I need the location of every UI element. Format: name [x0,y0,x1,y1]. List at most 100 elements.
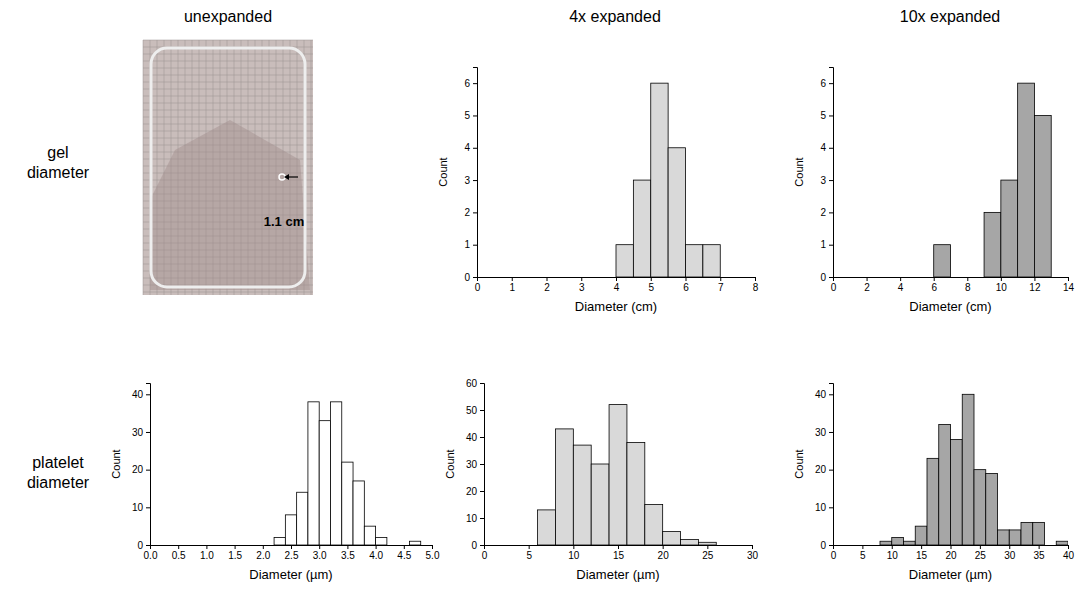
x-tick: 0 [831,545,837,561]
y-tick: 5 [464,110,477,121]
y-tick: 3 [464,175,477,186]
photo-annotation: 1.1 cm [264,214,304,229]
histogram-bar [686,245,703,277]
histogram-bar [986,473,998,545]
histogram-panel: 0510152025300102030405060Diameter (µm)Co… [444,378,758,582]
x-tick-mark [512,277,513,281]
x-tick-mark [951,545,952,549]
bars [538,405,717,545]
x-tick-mark [573,545,574,549]
x-tick-label: 12 [1029,282,1041,293]
y-tick-label: 5 [820,110,826,121]
y-tick: 0 [464,272,477,283]
x-tick: 35 [1034,545,1046,561]
x-tick-mark [618,545,619,549]
x-tick-mark [347,545,348,549]
y-tick-label: 2 [464,207,470,218]
x-axis-title: Diameter (µm) [249,567,332,582]
x-tick: 12 [1029,277,1041,293]
x-tick: 2.5 [285,545,299,561]
x-tick-label: 2 [544,282,550,293]
x-tick-label: 8 [753,282,759,293]
y-tick: 40 [466,432,484,443]
y-tick-mark [146,394,150,395]
bars [274,402,421,545]
y-tick-label: 0 [820,272,826,283]
y-tick-label: 50 [466,405,478,416]
x-tick-label: 6 [931,282,937,293]
histogram-bar [951,440,963,545]
x-tick-mark [752,545,753,549]
histogram-bar [974,470,986,545]
y-tick-label: 1 [820,239,826,250]
x-axis-line [151,546,433,550]
y-tick: 0 [820,540,833,551]
x-axis: 051015202530 [482,545,759,561]
y-tick-label: 1 [464,239,470,250]
y-tick-label: 6 [464,78,470,89]
x-axis-title: Diameter (µm) [909,567,992,582]
x-tick: 25 [702,545,714,561]
y-tick-mark [829,545,833,546]
x-tick: 2 [864,277,870,293]
y-tick: 0 [471,540,484,551]
y-tick-label: 20 [132,464,144,475]
column-header: unexpanded [184,8,272,25]
photo-grid [143,96,313,97]
histogram-bar [591,464,609,545]
y-tick-label: 20 [815,464,827,475]
x-tick-label: 8 [965,282,971,293]
y-tick: 4 [464,142,477,153]
x-tick: 0.0 [144,545,158,561]
y-tick: 40 [132,389,150,400]
histogram-bar [364,526,375,545]
histogram-bar [387,545,398,546]
x-tick-mark [1068,545,1069,549]
y-tick: 1 [820,239,833,250]
y-tick: 3 [820,175,833,186]
x-tick: 30 [1004,545,1016,561]
y-tick-mark [146,470,150,471]
histogram-panel: 0.00.51.01.52.02.53.03.54.04.55.00102030… [110,384,440,583]
x-tick-mark [755,277,756,281]
x-tick: 4 [614,277,620,293]
y-tick-mark [473,277,477,278]
x-tick-label: 25 [975,550,987,561]
x-axis-line [485,546,753,550]
x-tick: 1.5 [228,545,242,561]
x-tick-mark [1068,277,1069,281]
x-tick: 4.5 [397,545,411,561]
x-tick-mark [263,545,264,549]
histogram-bar [616,245,633,277]
histogram-bar [342,462,353,545]
x-axis-title: Diameter (cm) [909,299,991,314]
y-tick-label: 10 [815,502,827,513]
x-tick: 3.0 [313,545,327,561]
y-tick-mark [829,115,833,116]
y-tick-label: 0 [464,272,470,283]
histogram-bar [353,481,364,545]
x-tick-label: 4 [614,282,620,293]
y-tick-mark [473,245,477,246]
histogram-bar [1018,83,1035,277]
x-tick: 6 [931,277,937,293]
photo-shadow [150,120,310,290]
photo-grid [143,292,313,293]
y-tick-label: 40 [132,389,144,400]
arrow-head [284,174,289,180]
y-tick-mark [146,507,150,508]
figure: unexpanded4x expanded10x expandedgeldiam… [0,0,1089,599]
y-tick-mark [829,245,833,246]
histogram-bar [880,541,892,545]
x-tick-label: 10 [568,550,580,561]
y-tick: 30 [132,427,150,438]
y-tick-label: 4 [820,142,826,153]
x-tick: 8 [965,277,971,293]
histogram-bar [609,405,627,545]
x-tick-mark [547,277,548,281]
x-tick: 15 [613,545,625,561]
x-tick: 0 [482,545,488,561]
x-axis-title: Diameter (µm) [576,567,659,582]
y-axis-line [829,68,834,278]
x-tick-mark [319,545,320,549]
